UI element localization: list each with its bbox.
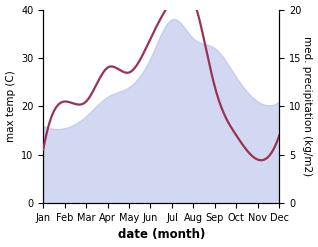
X-axis label: date (month): date (month) — [118, 228, 205, 242]
Y-axis label: max temp (C): max temp (C) — [5, 70, 16, 142]
Y-axis label: med. precipitation (kg/m2): med. precipitation (kg/m2) — [302, 36, 313, 176]
